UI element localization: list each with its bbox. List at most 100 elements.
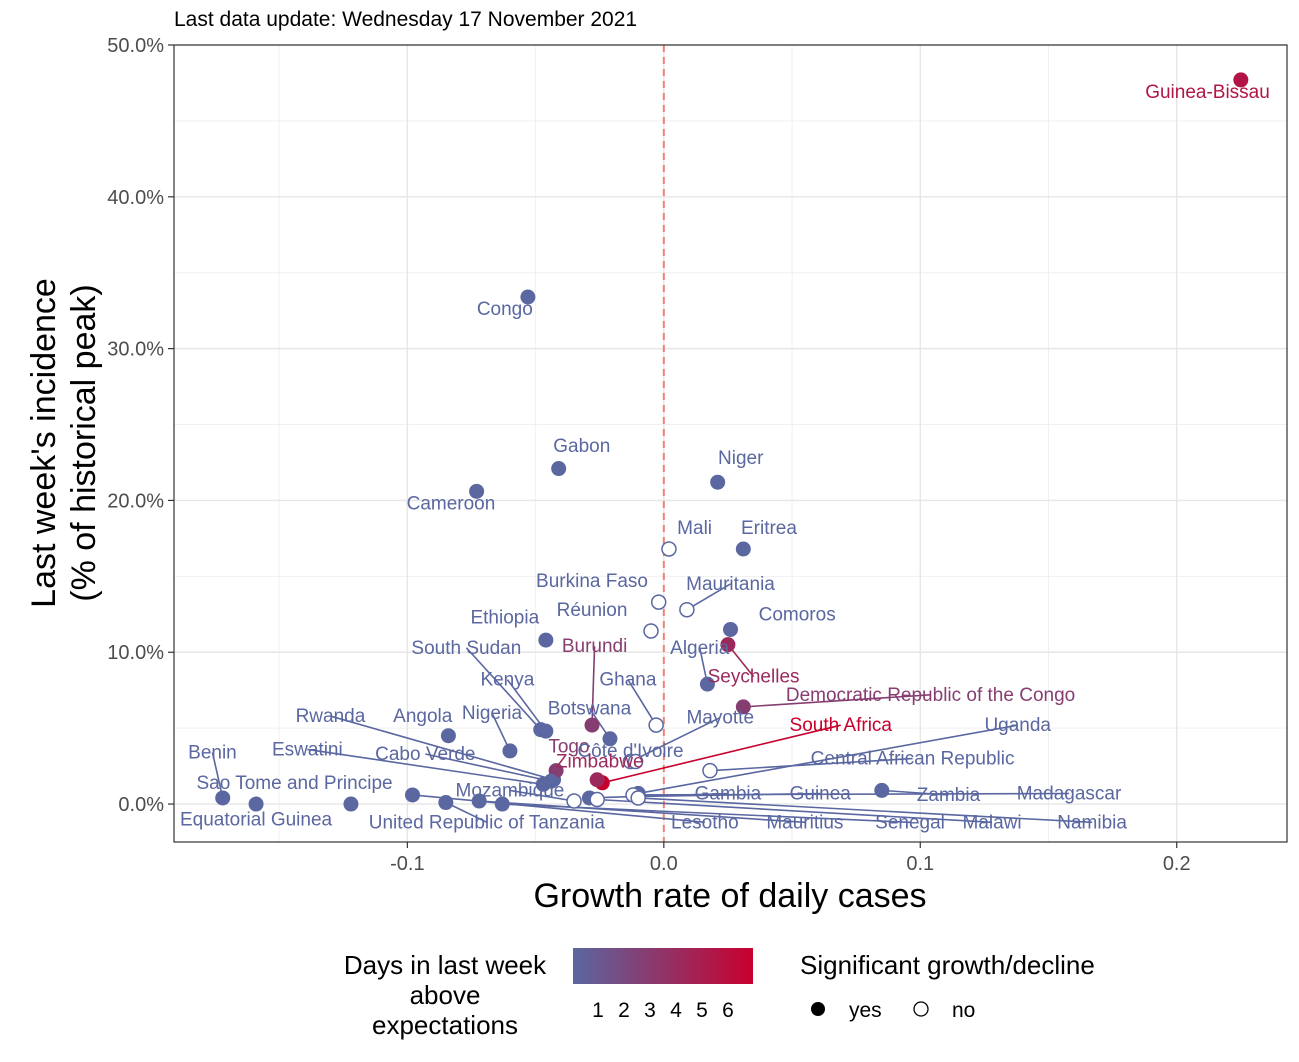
point-label: Congo <box>477 299 533 320</box>
data-point <box>602 731 618 747</box>
point-label: Kenya <box>480 670 534 691</box>
color-legend-bar <box>573 948 753 984</box>
point-label: Lesotho <box>671 812 739 833</box>
point-label: South Africa <box>790 715 893 736</box>
plot-panel <box>174 45 1287 842</box>
point-label: Comoros <box>759 604 836 625</box>
point-label: Ethiopia <box>470 607 539 628</box>
data-point <box>438 795 454 811</box>
x-axis-title: Growth rate of daily cases <box>533 877 926 915</box>
color-legend-tick-label: 6 <box>722 999 734 1022</box>
point-label: Mayotte <box>686 708 754 729</box>
color-legend-tick-label: 5 <box>696 999 708 1022</box>
legend-filled-circle <box>811 1002 825 1016</box>
y-tick-label: 40.0% <box>107 187 164 209</box>
point-label: Namibia <box>1057 812 1127 833</box>
data-point <box>735 699 751 715</box>
legend-label-no: no <box>952 999 975 1022</box>
point-label: Ghana <box>599 670 656 691</box>
data-point-open <box>679 601 695 618</box>
point-label: Equatorial Guinea <box>180 809 333 830</box>
point-label: Zimbabwe <box>556 752 644 773</box>
data-point-open <box>589 791 605 808</box>
data-point-open <box>661 541 677 557</box>
label-leader-line <box>743 694 931 708</box>
data-point <box>538 723 554 739</box>
color-legend-tick-label: 2 <box>618 999 630 1022</box>
label-leader-line <box>627 679 657 726</box>
chart-subtitle: Last data update: Wednesday 17 November … <box>174 8 638 31</box>
data-point <box>874 782 890 798</box>
data-point <box>735 541 751 557</box>
y-axis-ticks: 0.0% 10.0% 20.0% 30.0% 40.0% 50.0% <box>107 35 174 816</box>
shape-legend-title: Significant growth/decline <box>800 950 1095 980</box>
data-point <box>494 796 510 812</box>
point-label: Cameroon <box>407 494 496 515</box>
point-label: Malawi <box>963 812 1022 833</box>
label-leader-line <box>465 647 542 731</box>
label-leader-line <box>307 748 544 786</box>
point-label: Madagascar <box>1017 783 1122 804</box>
label-leader-line <box>633 792 1070 796</box>
data-point <box>723 621 738 637</box>
label-leader-line <box>445 801 488 824</box>
point-label: Mauritius <box>766 812 843 833</box>
point-label: South Sudan <box>411 638 521 659</box>
data-point-open <box>630 790 646 806</box>
point-label: Central African Republic <box>811 749 1015 770</box>
data-point <box>538 632 554 648</box>
data-point-open <box>643 623 659 639</box>
y-tick-label: 50.0% <box>107 35 164 57</box>
data-point <box>535 776 551 792</box>
data-point-open <box>702 762 718 779</box>
point-label: Guinea-Bissau <box>1145 82 1270 103</box>
data-point <box>215 790 231 806</box>
y-tick-label: 10.0% <box>107 642 164 664</box>
x-tick-label: -0.1 <box>390 853 424 875</box>
point-label: Réunion <box>557 600 628 621</box>
point-label: Burkina Faso <box>536 571 648 592</box>
data-point <box>1233 72 1249 88</box>
y-axis-title-line2: (% of historical peak) <box>65 284 103 601</box>
point-labels: Guinea-Bissau Congo Gabon Cameroon Niger Mali… <box>180 82 1270 833</box>
y-tick-label: 0.0% <box>118 794 164 816</box>
point-label: Benin <box>188 743 237 764</box>
point-label: Guinea <box>790 783 852 804</box>
point-label: Niger <box>718 448 764 469</box>
point-label: Nigeria <box>462 703 523 724</box>
data-point <box>471 793 487 809</box>
point-label: Algeria <box>670 638 730 659</box>
data-point <box>469 483 485 499</box>
point-label: Seychelles <box>708 667 800 688</box>
shape-legend: Significant growth/decline yes no <box>800 950 1095 1022</box>
y-tick-label: 20.0% <box>107 490 164 512</box>
label-leader-line <box>479 800 805 824</box>
data-point <box>699 676 715 692</box>
y-axis-title-line1: Last week's incidence <box>25 278 63 608</box>
point-label: Mozambique <box>456 780 565 801</box>
plot-border <box>173 44 1288 843</box>
point-label: Cabo Verde <box>375 744 475 765</box>
label-leader-line <box>686 583 731 611</box>
label-leader-line <box>597 798 993 824</box>
point-label: Eswatini <box>272 739 343 760</box>
data-point-open <box>566 793 582 809</box>
point-label: Rwanda <box>296 706 366 727</box>
color-legend-tick-label: 4 <box>670 999 682 1022</box>
data-point <box>584 717 600 733</box>
point-label: Mauritania <box>686 574 775 595</box>
point-label: Côte d'Ivoire <box>577 741 683 762</box>
color-legend-title-line1: Days in last week <box>344 950 547 980</box>
data-point <box>248 796 264 812</box>
point-label: Gambia <box>695 783 762 804</box>
point-label: Mali <box>677 518 712 539</box>
label-leader-line <box>412 794 705 824</box>
data-point-open <box>650 594 667 610</box>
point-label: Gabon <box>553 436 610 457</box>
label-leader-line <box>638 797 1093 824</box>
data-point <box>589 772 605 788</box>
data-point-open <box>648 717 664 733</box>
